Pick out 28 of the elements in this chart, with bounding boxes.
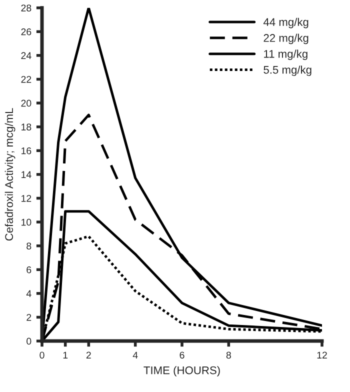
y-tick-label: 2: [26, 314, 32, 321]
y-tick-label: 8: [26, 242, 32, 250]
y-tick-label: 0: [26, 338, 32, 345]
y-axis-title: Cefadroxil Activity; mcg/mL: [4, 108, 16, 241]
legend-label: 5.5 mg/kg: [264, 66, 312, 76]
y-tick-label: 6: [26, 266, 32, 274]
x-axis-title: TIME (HOURS): [144, 366, 220, 376]
x-tick-label: 6: [180, 352, 184, 359]
x-tick-label: 0: [40, 352, 44, 359]
x-tick-label: 2: [86, 352, 91, 358]
x-tick-label: 12: [317, 352, 327, 358]
y-tick-label: 16: [22, 147, 32, 154]
y-tick-label: 14: [22, 171, 32, 178]
y-tick-label: 26: [21, 28, 32, 36]
legend-label: 22 mg/kg: [264, 34, 308, 44]
legend-label: 44 mg/kg: [263, 18, 308, 28]
x-tick-label: 8: [226, 352, 231, 359]
y-tick-label: 18: [22, 124, 32, 130]
legend-label: 11 mg/kg: [264, 50, 308, 60]
x-tick-label: 4: [132, 352, 138, 358]
y-tick-label: 10: [22, 218, 32, 226]
y-tick-label: 20: [21, 100, 32, 107]
y-tick-label: 22: [21, 76, 32, 83]
y-tick-label: 28: [21, 4, 32, 12]
y-tick-label: 24: [21, 52, 32, 59]
x-tick-label: 1: [63, 352, 68, 358]
y-tick-label: 12: [22, 194, 32, 202]
y-tick-label: 4: [26, 290, 32, 297]
